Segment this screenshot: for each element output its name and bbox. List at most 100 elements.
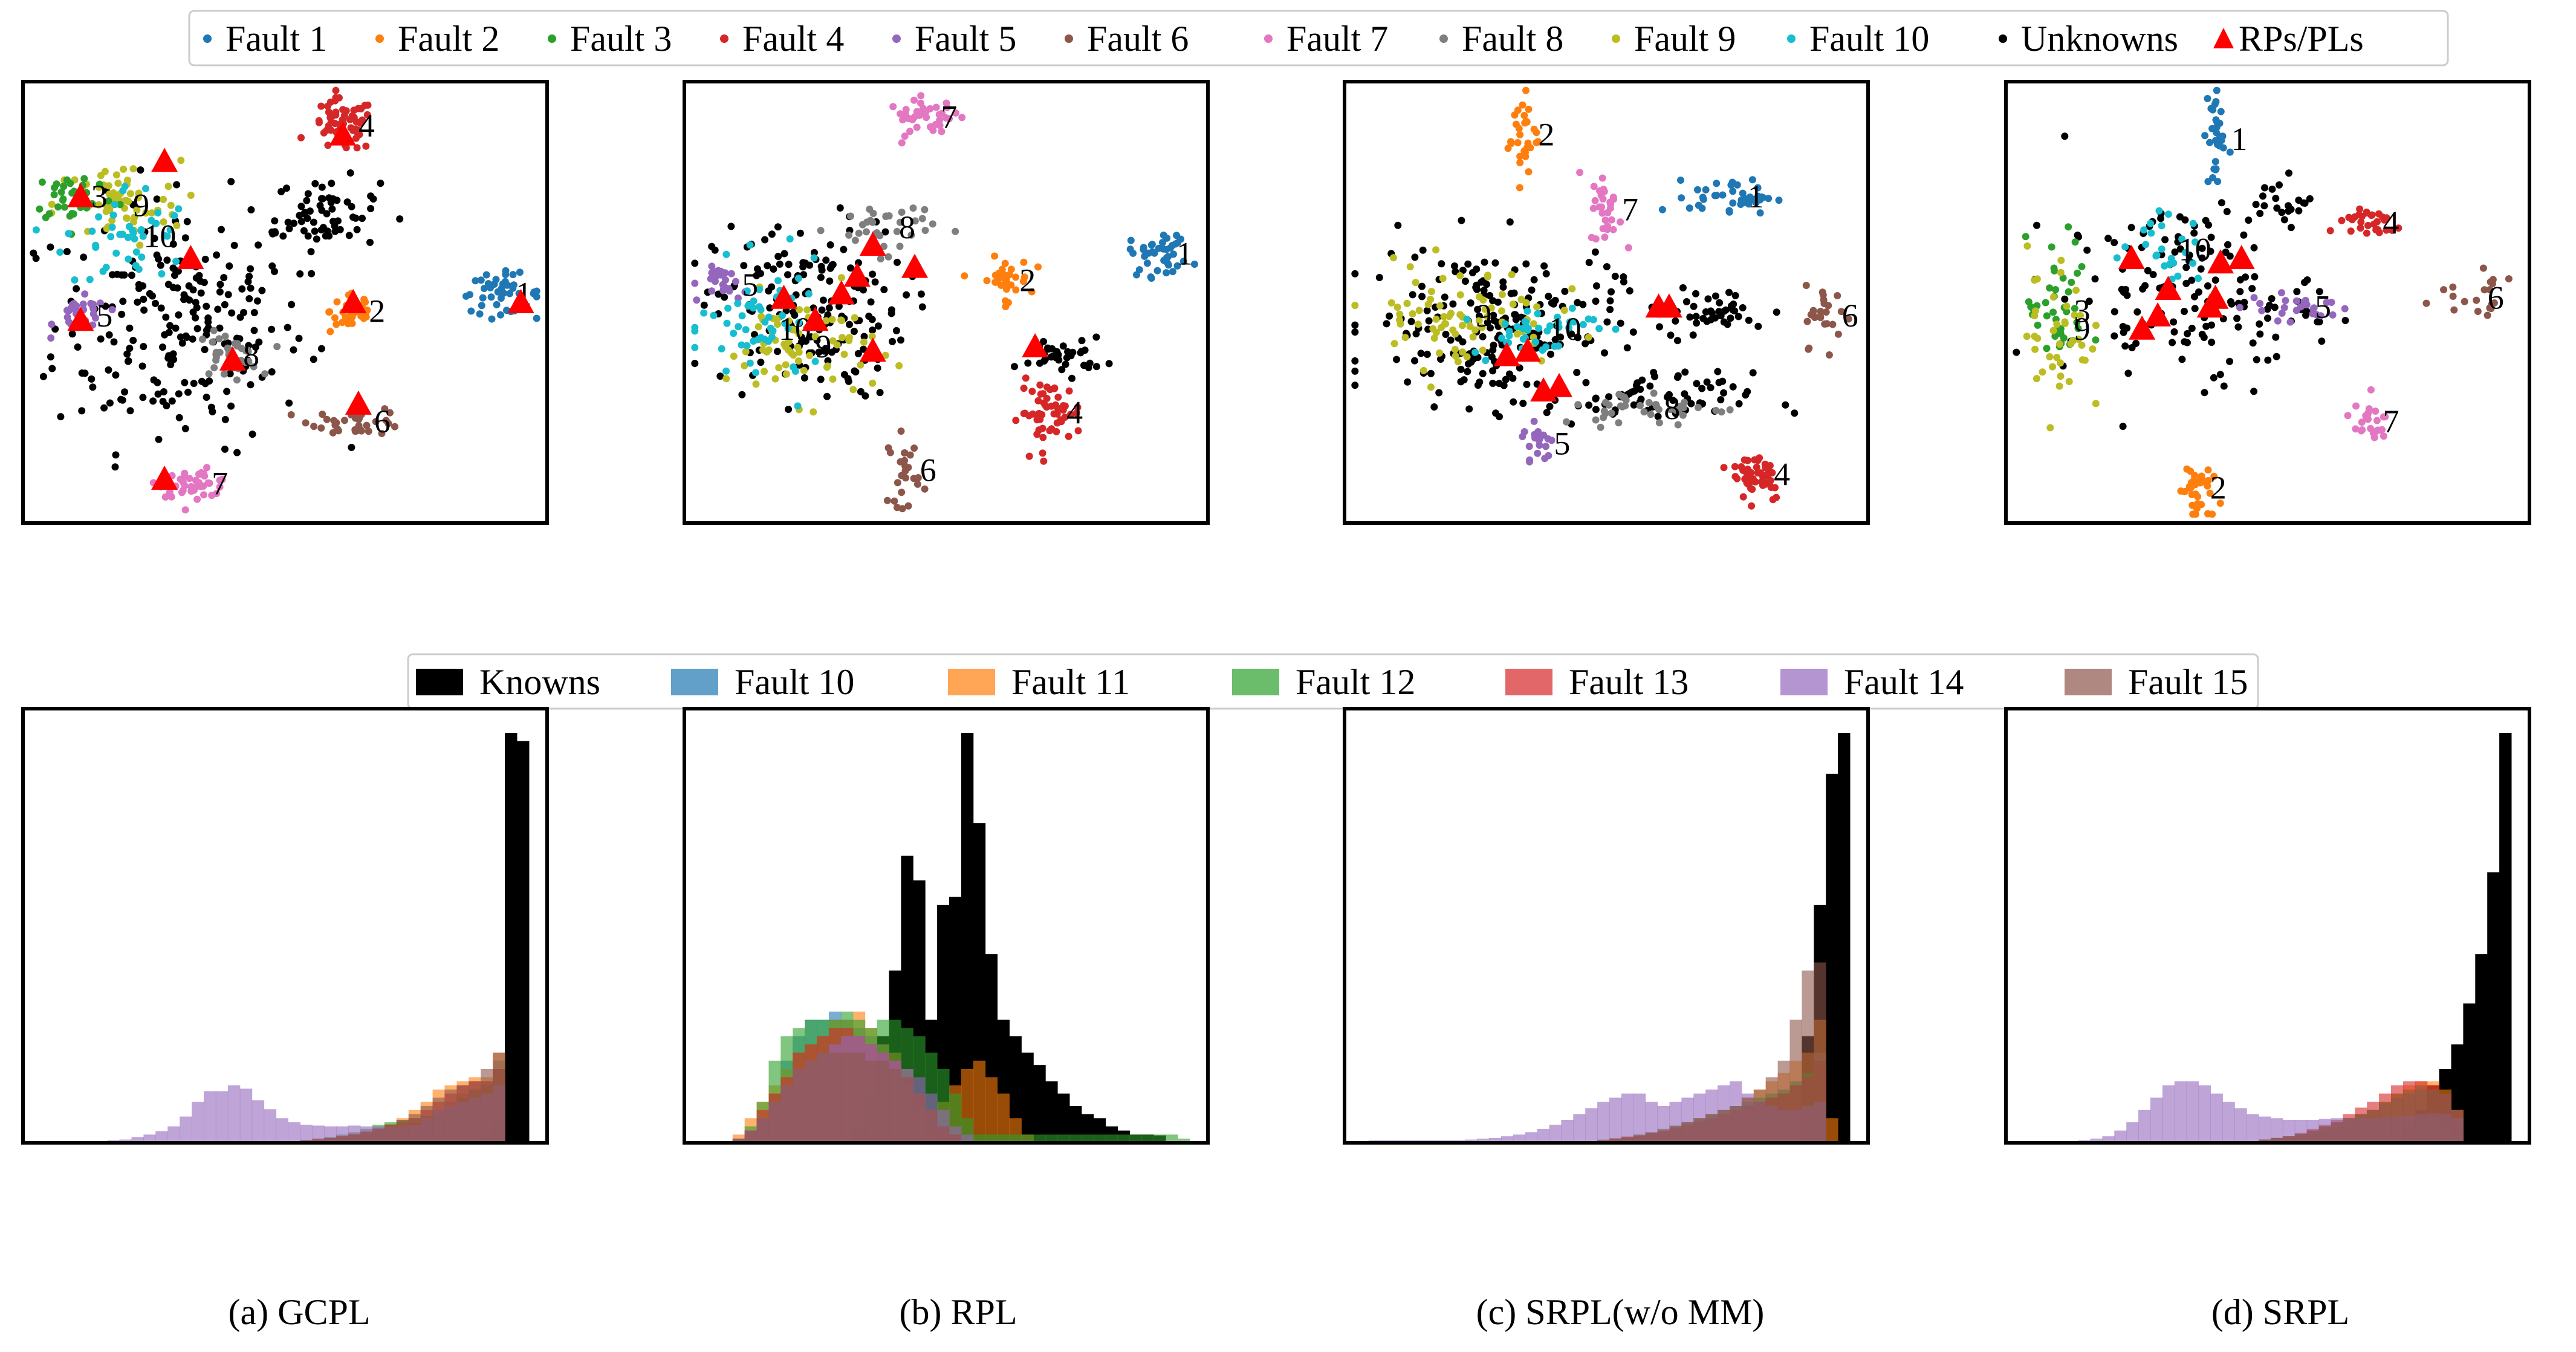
scatter-point-unknowns	[1092, 363, 1100, 371]
scatter-point-fault-4	[1025, 452, 1033, 460]
hist-bar-fault-12	[1069, 1134, 1082, 1143]
scatter-point-fault-10	[781, 319, 789, 327]
scatter-point-unknowns	[30, 249, 37, 257]
scatter-point-fault-8	[885, 212, 893, 219]
scatter-point-fault-10	[112, 249, 120, 257]
hist-legend-entry-fault-15: Fault 15	[2065, 662, 2248, 702]
scatter-point-fault-9	[869, 379, 877, 387]
scatter-point-unknowns	[1592, 282, 1600, 290]
scatter-points	[1351, 86, 1852, 510]
scatter-point-fault-4	[1753, 463, 1760, 471]
scatter-point-unknowns	[1105, 360, 1113, 368]
scatter-point-unknowns	[2184, 339, 2191, 346]
scatter-point-fault-3	[2043, 345, 2051, 353]
scatter-point-unknowns	[1739, 304, 1747, 311]
scatter-point-fault-1	[482, 271, 490, 279]
prototype-marker	[901, 253, 929, 278]
scatter-point-unknowns	[1591, 248, 1599, 256]
scatter-point-unknowns	[283, 184, 290, 192]
scatter-point-unknowns	[2251, 273, 2259, 281]
scatter-point-fault-7	[1601, 216, 1609, 224]
scatter-point-unknowns	[1427, 369, 1435, 377]
scatter-point-unknowns	[245, 295, 253, 302]
scatter-point-fault-7	[1576, 169, 1584, 177]
hist-legend-label-fault-14: Fault 14	[1844, 662, 1964, 702]
scatter-point-unknowns	[1404, 378, 1412, 386]
scatter-point-fault-9	[833, 341, 841, 349]
hist-bar-fault-12	[1033, 1134, 1046, 1143]
scatter-point-fault-9	[1537, 357, 1545, 365]
scatter-point-unknowns	[230, 241, 238, 249]
hist-bar-fault-14	[1501, 1136, 1514, 1143]
scatter-point-unknowns	[822, 345, 829, 353]
scatter-point-unknowns	[48, 365, 56, 372]
scatter-point-unknowns	[700, 301, 708, 309]
scatter-point-fault-9	[1427, 383, 1435, 391]
scatter-point-fault-6	[1834, 330, 1842, 338]
scatter-point-unknowns	[311, 180, 319, 187]
scatter-point-unknowns	[2207, 233, 2215, 241]
scatter-point-fault-1	[2207, 105, 2215, 112]
scatter-point-fault-2	[1522, 86, 1530, 94]
scatter-background	[684, 82, 1208, 523]
scatter-point-fault-10	[761, 318, 769, 326]
scatter-point-fault-9	[765, 346, 773, 354]
scatter-point-fault-10	[2164, 210, 2172, 218]
scatter-point-fault-6	[901, 462, 909, 470]
scatter-point-fault-7	[899, 116, 907, 124]
scatter-point-fault-10	[2174, 272, 2182, 280]
scatter-point-fault-10	[166, 226, 174, 234]
scatter-point-fault-7	[200, 491, 207, 499]
scatter-point-fault-9	[2031, 345, 2039, 353]
scatter-point-fault-1	[479, 294, 487, 302]
scatter-point-unknowns	[2033, 221, 2040, 229]
prototype-marker	[859, 337, 886, 362]
scatter-point-unknowns	[1623, 344, 1631, 352]
legend-marker-fault-7	[1264, 34, 1273, 43]
legend-label-fault-6: Fault 6	[1087, 19, 1189, 59]
scatter-point-fault-1	[533, 314, 540, 322]
hist-bar-fault-14	[2174, 1081, 2187, 1143]
scatter-point-fault-10	[746, 359, 754, 367]
hist-bar-fault-15	[336, 1136, 349, 1143]
scatter-point-fault-10	[175, 205, 183, 213]
scatter-point-unknowns	[1782, 401, 1789, 409]
scatter-point-fault-6	[897, 427, 905, 435]
scatter-point-fault-4	[1039, 434, 1047, 441]
scatter-point-fault-9	[2072, 287, 2080, 294]
scatter-point-fault-2	[1001, 259, 1009, 267]
scatter-point-fault-3	[2051, 333, 2059, 340]
scatter-point-unknowns	[1451, 262, 1458, 270]
hist-bar-fault-15	[456, 1085, 469, 1143]
scatter-point-fault-10	[161, 232, 169, 239]
scatter-point-unknowns	[185, 282, 193, 290]
scatter-point-fault-10	[2121, 243, 2129, 251]
scatter-frame	[1343, 80, 1870, 525]
scatter-point-fault-3	[2074, 325, 2082, 333]
scatter-point-fault-9	[860, 338, 868, 346]
scatter-point-fault-10	[718, 345, 725, 353]
hist-bar-knowns	[517, 741, 530, 1143]
scatter-point-fault-9	[2055, 340, 2063, 348]
scatter-point-fault-8	[909, 204, 917, 212]
scatter-point-unknowns	[2133, 308, 2141, 316]
scatter-point-unknowns	[153, 251, 161, 259]
scatter-point-fault-1	[1159, 239, 1166, 247]
scatter-point-fault-9	[2053, 354, 2061, 362]
scatter-point-fault-10	[743, 287, 751, 295]
cluster-label-fault-4: 4	[358, 108, 375, 144]
scatter-point-fault-9	[1412, 279, 1419, 287]
scatter-point-unknowns	[811, 249, 818, 256]
scatter-point-fault-5	[89, 310, 97, 318]
scatter-point-unknowns	[1654, 412, 1662, 420]
scatter-point-fault-8	[918, 215, 926, 223]
cluster-label-fault-8: 8	[1664, 390, 1680, 426]
scatter-frame	[2004, 80, 2531, 525]
scatter-point-fault-9	[1432, 246, 1440, 254]
scatter-point-fault-10	[1505, 332, 1513, 340]
hist-bar-fault-15	[384, 1125, 397, 1143]
scatter-point-fault-10	[2167, 255, 2175, 262]
scatter-point-fault-9	[142, 209, 150, 217]
scatter-point-unknowns	[2191, 305, 2199, 313]
scatter-point-fault-9	[1533, 303, 1541, 311]
